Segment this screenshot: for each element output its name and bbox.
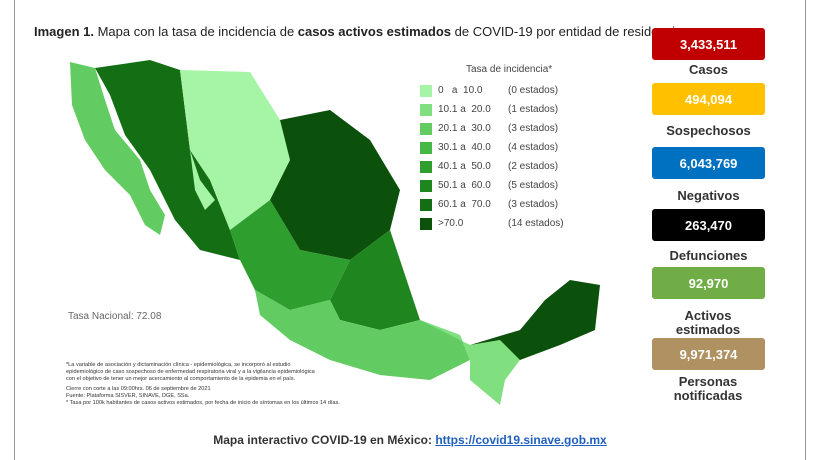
legend-range: 60.1 a 70.0 <box>438 199 491 210</box>
state <box>180 70 290 230</box>
legend-range: 20.1 a 30.0 <box>438 123 491 134</box>
stat-value: 494,094 <box>652 83 765 115</box>
swatch <box>420 198 432 211</box>
note: *La variable de asociación y dictaminaci… <box>66 362 291 368</box>
stat-label: Negativos <box>677 188 740 203</box>
legend-count: (14 estados) <box>508 218 564 229</box>
stat-value: 92,970 <box>652 267 765 299</box>
note: epidemiológico de caso sospechoso de enf… <box>66 369 315 375</box>
notes: *La variable de asociación y dictaminaci… <box>66 362 396 407</box>
national-rate: Tasa Nacional: 72.08 <box>68 311 162 322</box>
state <box>270 110 400 260</box>
legend-count: (5 estados) <box>508 180 559 191</box>
legend-count: (2 estados) <box>508 161 559 172</box>
swatch <box>420 103 432 116</box>
swatch <box>420 84 432 97</box>
legend-count: (3 estados) <box>508 199 559 210</box>
stat-label: Sospechosos <box>666 123 751 138</box>
frame-line <box>14 0 15 460</box>
swatch <box>420 141 432 154</box>
legend-range: 30.1 a 40.0 <box>438 142 491 153</box>
title: Imagen 1. Mapa con la tasa de incidencia… <box>34 24 682 39</box>
stat-label: Personas notificadas <box>673 374 743 403</box>
stat-value: 263,470 <box>652 209 765 241</box>
legend-range: 40.1 a 50.0 <box>438 161 491 172</box>
swatch <box>420 179 432 192</box>
stat-label: Defunciones <box>669 248 748 263</box>
legend-range: 0 a 10.0 <box>438 85 483 96</box>
title-label: Imagen 1. <box>34 24 94 39</box>
state <box>255 290 470 380</box>
note: * Tasa por 100k habitantes de casos acti… <box>66 400 340 406</box>
swatch <box>420 217 432 230</box>
footer: Mapa interactivo COVID-19 en México: htt… <box>0 433 820 447</box>
legend-range: 10.1 a 20.0 <box>438 104 491 115</box>
state <box>70 62 165 235</box>
legend-count: (3 estados) <box>508 123 559 134</box>
swatch <box>420 122 432 135</box>
legend-range: 50.1 a 60.0 <box>438 180 491 191</box>
footer-link[interactable]: https://covid19.sinave.gob.mx <box>435 433 607 447</box>
legend-count: (1 estados) <box>508 104 559 115</box>
state <box>470 280 600 360</box>
stat-value: 9,971,374 <box>652 338 765 370</box>
state <box>190 150 215 210</box>
state <box>95 60 240 260</box>
stat-label: Casos <box>688 62 729 77</box>
legend-range: >70.0 <box>438 218 464 229</box>
state <box>330 230 420 330</box>
title-text: de COVID-19 por entidad de residencia <box>454 24 683 39</box>
frame-line <box>805 0 806 460</box>
map <box>70 60 600 405</box>
stat-value: 3,433,511 <box>652 28 765 60</box>
stat-label: Activos estimados <box>675 308 741 337</box>
note: Cierre con corte a las 09:00hrs. 06 de s… <box>66 386 211 392</box>
legend-title: Tasa de incidencia* <box>466 64 553 75</box>
legend-count: (4 estados) <box>508 142 559 153</box>
legend-count: (0 estados) <box>508 85 559 96</box>
title-bold: casos activos estimados <box>297 24 451 39</box>
title-text: Mapa con la tasa de incidencia de <box>97 24 295 39</box>
legend: Tasa de incidencia* 0 a 10.0 (0 estados) … <box>420 64 564 233</box>
footer-text: Mapa interactivo COVID-19 en México: <box>213 433 432 447</box>
note: con el objetivo de tener un mejor acerca… <box>66 376 296 382</box>
state <box>230 200 350 310</box>
swatch <box>420 160 432 173</box>
stat-value: 6,043,769 <box>652 147 765 179</box>
note: Fuente: Plataforma SISVER, SINAVE, DGE, … <box>66 393 190 399</box>
